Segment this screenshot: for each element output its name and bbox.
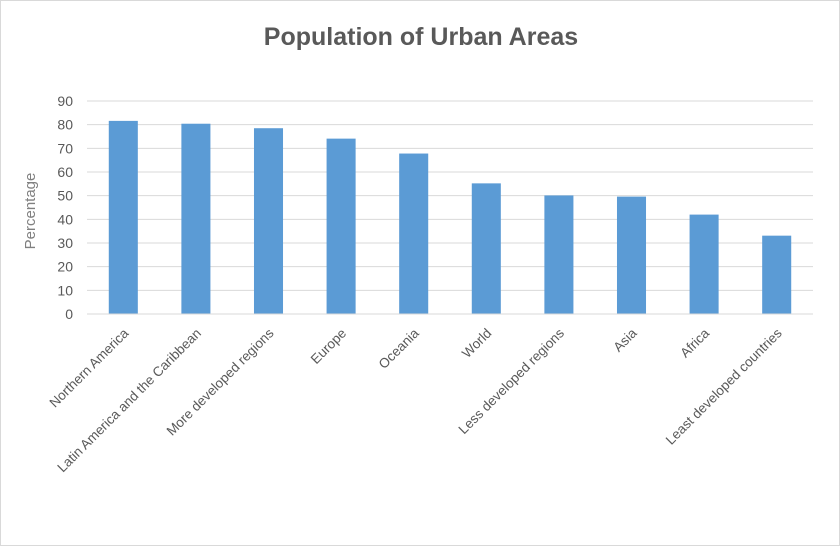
y-tick-label: 70 xyxy=(57,140,73,156)
bar xyxy=(181,123,211,314)
bars xyxy=(108,120,792,314)
bar xyxy=(471,183,501,314)
x-tick-label: Oceania xyxy=(376,325,423,372)
chart-title: Population of Urban Areas xyxy=(264,23,578,51)
y-tick-label: 0 xyxy=(65,306,73,322)
y-tick-label: 10 xyxy=(57,282,73,298)
y-tick-label: 40 xyxy=(57,211,73,227)
bar xyxy=(762,235,792,314)
x-tick-label: Europe xyxy=(308,326,349,367)
y-tick-label: 60 xyxy=(57,164,73,180)
y-tick-label: 90 xyxy=(57,93,73,109)
bar xyxy=(544,195,574,314)
bar xyxy=(253,128,284,314)
y-axis-title: Percentage xyxy=(22,173,39,250)
x-tick-label: Latin America and the Caribbean xyxy=(54,326,204,476)
bar xyxy=(689,214,719,314)
bar xyxy=(399,153,429,314)
bar xyxy=(616,196,647,314)
y-tick-label: 50 xyxy=(57,188,73,204)
x-tick-label: Least developed countries xyxy=(663,325,785,447)
y-tick-label: 80 xyxy=(57,117,73,133)
y-tick-label: 30 xyxy=(57,235,73,251)
x-tick-label: Northern America xyxy=(47,325,132,410)
x-tick-label: Africa xyxy=(677,325,712,360)
bar xyxy=(108,120,138,314)
bar xyxy=(326,138,356,314)
x-tick-label: Asia xyxy=(610,325,640,355)
x-tick-label: World xyxy=(459,326,494,361)
y-tick-label: 20 xyxy=(57,259,73,275)
y-axis-ticks: 0 10 20 30 40 50 60 70 80 90 xyxy=(57,93,73,322)
